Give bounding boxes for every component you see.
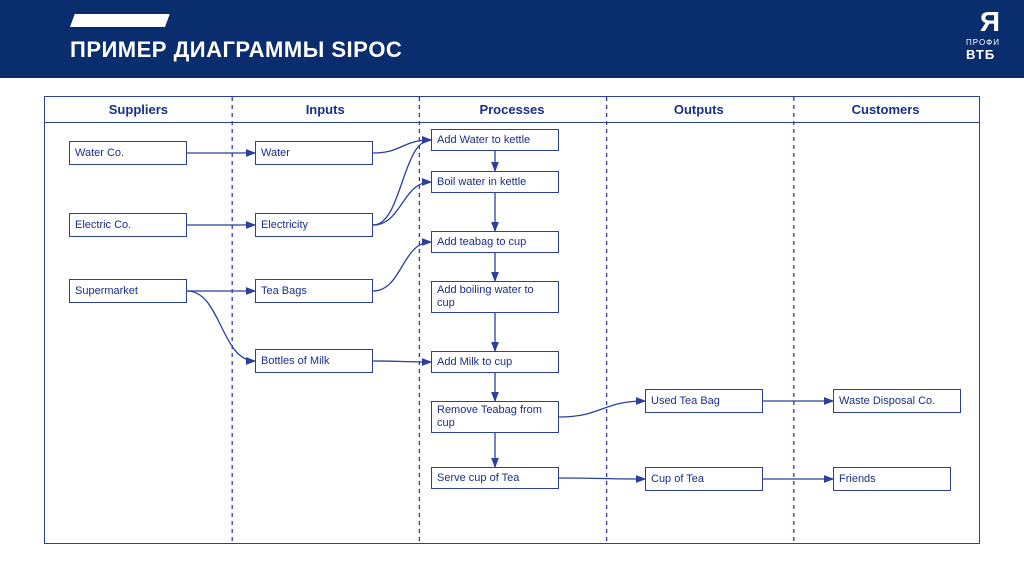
node-i1: Water <box>255 141 373 165</box>
node-c2: Friends <box>833 467 951 491</box>
node-p5: Add Milk to cup <box>431 351 559 373</box>
column-header: Processes <box>419 97 606 122</box>
column-headers: SuppliersInputsProcessesOutputsCustomers <box>45 97 979 123</box>
node-p6: Remove Teabag from cup <box>431 401 559 433</box>
sipoc-diagram: SuppliersInputsProcessesOutputsCustomers… <box>44 96 980 544</box>
column-header: Inputs <box>232 97 419 122</box>
logo: Я ПРОФИ ВТБ <box>966 8 1000 62</box>
slide-header: ПРИМЕР ДИАГРАММЫ SIPOC Я ПРОФИ ВТБ <box>0 0 1024 78</box>
node-p7: Serve cup of Tea <box>431 467 559 489</box>
node-c1: Waste Disposal Co. <box>833 389 961 413</box>
page-title: ПРИМЕР ДИАГРАММЫ SIPOC <box>70 37 402 63</box>
column-header: Suppliers <box>45 97 232 122</box>
column-header: Outputs <box>605 97 792 122</box>
node-p4: Add boiling water to cup <box>431 281 559 313</box>
node-p1: Add Water to kettle <box>431 129 559 151</box>
node-o2: Cup of Tea <box>645 467 763 491</box>
node-i4: Bottles of Milk <box>255 349 373 373</box>
node-o1: Used Tea Bag <box>645 389 763 413</box>
node-s2: Electric Co. <box>69 213 187 237</box>
header-accent <box>70 14 170 27</box>
node-s3: Supermarket <box>69 279 187 303</box>
node-p2: Boil water in kettle <box>431 171 559 193</box>
node-s1: Water Co. <box>69 141 187 165</box>
node-i3: Tea Bags <box>255 279 373 303</box>
column-header: Customers <box>792 97 979 122</box>
node-p3: Add teabag to cup <box>431 231 559 253</box>
content-area: SuppliersInputsProcessesOutputsCustomers… <box>0 78 1024 544</box>
logo-line2: ВТБ <box>966 48 1000 62</box>
node-i2: Electricity <box>255 213 373 237</box>
logo-mark: Я <box>966 8 1000 36</box>
